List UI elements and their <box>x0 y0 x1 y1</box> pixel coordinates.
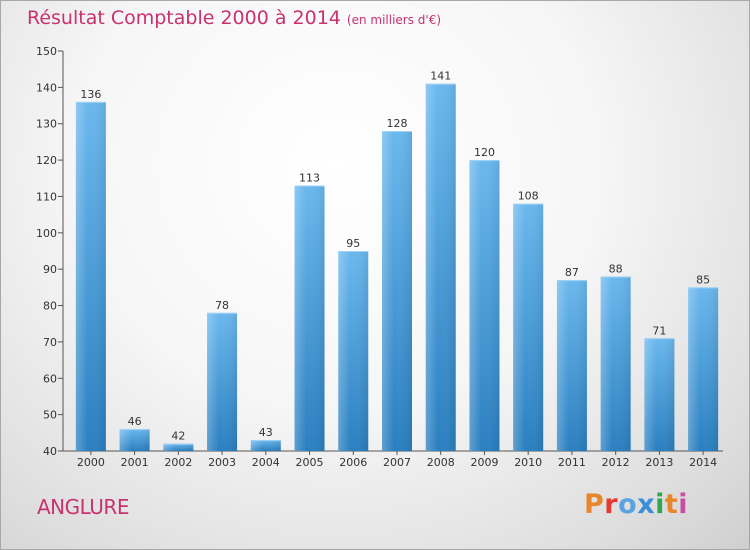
bar-value-label: 88 <box>609 262 623 275</box>
chart-title-text: Résultat Comptable 2000 à 2014 <box>27 7 341 29</box>
bar-value-label: 46 <box>128 415 142 428</box>
x-tick-label: 2006 <box>339 456 367 469</box>
y-tick-label: 110 <box>36 190 57 203</box>
bar-value-label: 87 <box>565 266 579 279</box>
logo-letter: i <box>655 489 665 520</box>
x-tick-label: 2014 <box>689 456 717 469</box>
bar-value-label: 78 <box>215 299 229 312</box>
x-tick-label: 2010 <box>514 456 542 469</box>
y-tick-label: 60 <box>43 372 57 385</box>
y-tick-label: 130 <box>36 118 57 131</box>
bar-value-label: 43 <box>259 426 273 439</box>
bar-shine <box>469 160 500 451</box>
x-tick-label: 2005 <box>296 456 324 469</box>
bar-shine <box>250 440 281 451</box>
logo-letter: r <box>604 489 619 520</box>
logo-letter: P <box>584 489 605 520</box>
x-tick-label: 2001 <box>121 456 149 469</box>
y-tick-label: 40 <box>43 445 57 458</box>
bar-shine <box>556 280 587 451</box>
bar-shine <box>688 287 719 451</box>
bar-value-label: 85 <box>696 273 710 286</box>
y-tick-label: 50 <box>43 409 57 422</box>
bar-shine <box>338 251 369 451</box>
bar-value-label: 113 <box>299 172 320 185</box>
proxiti-logo: Proxiti <box>584 489 688 520</box>
commune-name: ANGLURE <box>37 495 129 519</box>
bar-shine <box>382 131 412 451</box>
y-tick-label: 150 <box>36 45 57 58</box>
bar-value-label: 136 <box>80 88 101 101</box>
x-tick-label: 2000 <box>77 456 105 469</box>
logo-letter: o <box>618 489 638 520</box>
y-tick-label: 100 <box>36 227 57 240</box>
bar-value-label: 95 <box>346 237 360 250</box>
y-tick-label: 90 <box>43 263 57 276</box>
logo-letter: t <box>664 489 679 520</box>
bar-value-label: 71 <box>652 324 666 337</box>
bar-value-label: 42 <box>171 430 185 443</box>
bar-shine <box>163 443 194 451</box>
bar-value-label: 108 <box>518 190 539 203</box>
bar-value-label: 141 <box>430 70 451 83</box>
logo-letter: i <box>678 489 689 520</box>
x-tick-label: 2004 <box>252 456 280 469</box>
y-tick-label: 70 <box>43 336 57 349</box>
chart-unit-label: (en milliers d'€) <box>346 13 442 27</box>
y-tick-label: 120 <box>36 154 57 167</box>
bar-shine <box>600 276 631 451</box>
y-tick-label: 80 <box>43 300 57 313</box>
x-tick-label: 2008 <box>427 456 455 469</box>
x-tick-label: 2013 <box>645 456 673 469</box>
y-tick-label: 140 <box>36 81 57 94</box>
bar-shine <box>644 338 675 451</box>
bar-shine <box>513 203 544 451</box>
bar-shine <box>119 429 150 451</box>
bar-shine <box>425 83 456 452</box>
chart-title: Résultat Comptable 2000 à 2014 (en millie… <box>27 7 441 29</box>
bar-shine <box>294 185 325 451</box>
logo-letter: x <box>637 489 656 520</box>
x-tick-label: 2012 <box>602 456 630 469</box>
bar-value-label: 128 <box>387 117 408 130</box>
bar-value-label: 120 <box>474 146 495 159</box>
x-tick-label: 2011 <box>558 456 586 469</box>
x-tick-label: 2009 <box>470 456 498 469</box>
bar-shine <box>207 312 238 451</box>
x-tick-label: 2003 <box>208 456 236 469</box>
x-tick-label: 2007 <box>383 456 411 469</box>
bar-shine <box>75 101 106 451</box>
x-tick-label: 2002 <box>164 456 192 469</box>
